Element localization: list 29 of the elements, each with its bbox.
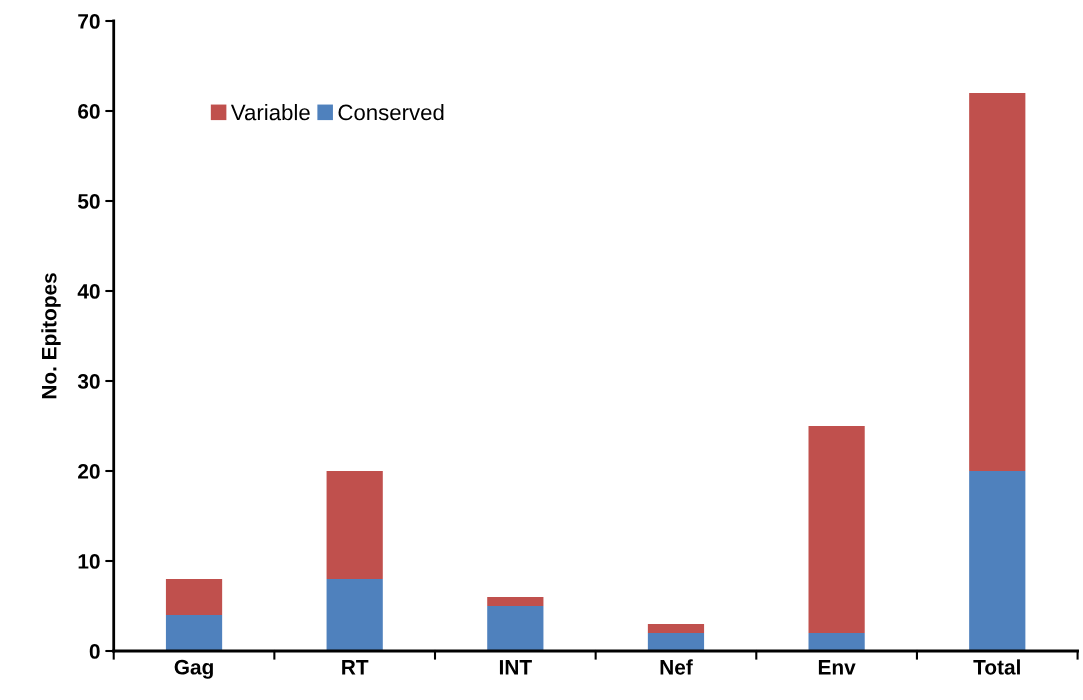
- bar: [647, 633, 705, 651]
- legend-label: Conserved: [338, 104, 444, 121]
- y-tick-label: 70: [78, 14, 100, 29]
- bar: [487, 606, 544, 651]
- legend-label: Variable: [230, 104, 310, 121]
- bar: [326, 471, 383, 579]
- y-tick-label: 30: [77, 374, 100, 389]
- bar: [808, 633, 865, 651]
- bar: [969, 471, 1026, 651]
- x-tick-label: Nef: [660, 659, 693, 675]
- bar: [165, 615, 223, 651]
- x-tick-label: RT: [342, 660, 369, 675]
- bar: [487, 597, 544, 606]
- y-tick-label: 50: [77, 194, 100, 209]
- x-tick-label: Total: [973, 659, 1020, 675]
- bar: [165, 579, 223, 615]
- y-tick-label: 0: [89, 644, 100, 659]
- bar: [647, 624, 705, 633]
- bar: [326, 579, 383, 651]
- bar: [969, 93, 1026, 471]
- x-tick-label: INT: [499, 660, 532, 675]
- y-tick-label: 20: [78, 464, 100, 479]
- x-tick-label: Env: [818, 660, 856, 675]
- bar: [808, 426, 865, 633]
- y-tick-label: 40: [77, 284, 100, 299]
- x-tick-label: Gag: [174, 659, 213, 679]
- y-tick-label: 60: [78, 104, 100, 119]
- y-tick-label: 10: [78, 554, 100, 569]
- y-axis-title: No. Epitopes: [41, 273, 61, 399]
